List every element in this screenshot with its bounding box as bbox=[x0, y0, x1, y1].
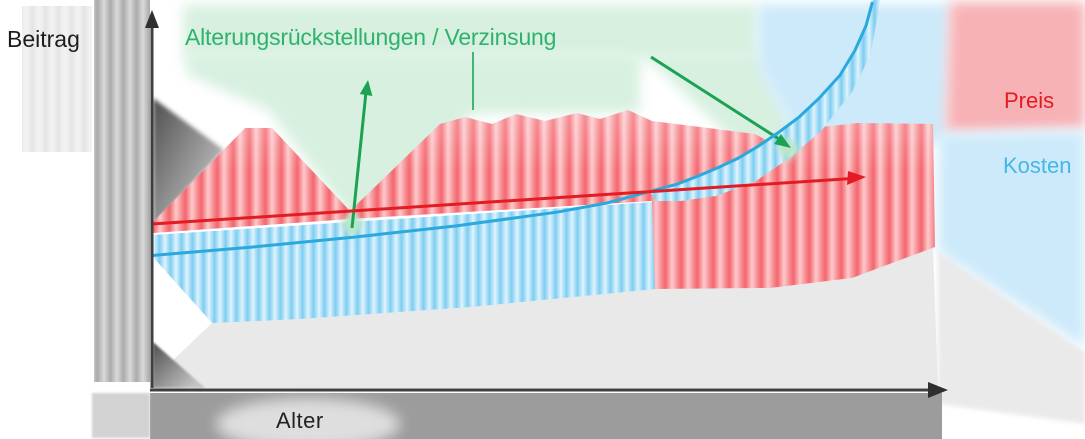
annotation-arrow-crossing-head bbox=[774, 134, 791, 148]
costs-area-left bbox=[152, 202, 656, 323]
price-line bbox=[150, 176, 862, 226]
x-axis-label: Alter bbox=[276, 408, 324, 433]
y-axis-label: Beitrag bbox=[7, 26, 80, 52]
annotation-arrow-up-head bbox=[359, 80, 373, 96]
x-axis-arrowhead bbox=[928, 382, 948, 398]
y-axis-arrowhead bbox=[145, 10, 159, 28]
floor-area-right bbox=[938, 252, 1085, 424]
halo-blue-costs-label bbox=[938, 131, 1085, 348]
price-line-arrowhead bbox=[847, 171, 866, 185]
annotation-label: Alterungsrückstellungen / Verzinsung bbox=[185, 24, 557, 50]
annotation-arrow-crossing bbox=[650, 55, 780, 141]
axis-shadow-upper bbox=[153, 98, 224, 226]
axis-shadow-corner bbox=[153, 342, 205, 388]
floor-area bbox=[152, 247, 938, 388]
left-gray-column bbox=[94, 0, 150, 382]
halo-green-title bbox=[183, 5, 757, 57]
price-series-label: Preis bbox=[1004, 88, 1055, 113]
annotation-arrow-up bbox=[350, 91, 368, 229]
below-axis-band-left bbox=[92, 393, 150, 438]
left-gray-column-faint bbox=[22, 6, 92, 152]
alter-label-glow bbox=[216, 398, 400, 439]
costs-series-label: Kosten bbox=[1003, 153, 1072, 178]
costs-curve bbox=[150, 1, 874, 257]
halo-pink-price-label bbox=[946, 2, 1085, 132]
halo-green-valley bbox=[186, 54, 640, 224]
costs-area-right-ribbon bbox=[650, 0, 880, 201]
